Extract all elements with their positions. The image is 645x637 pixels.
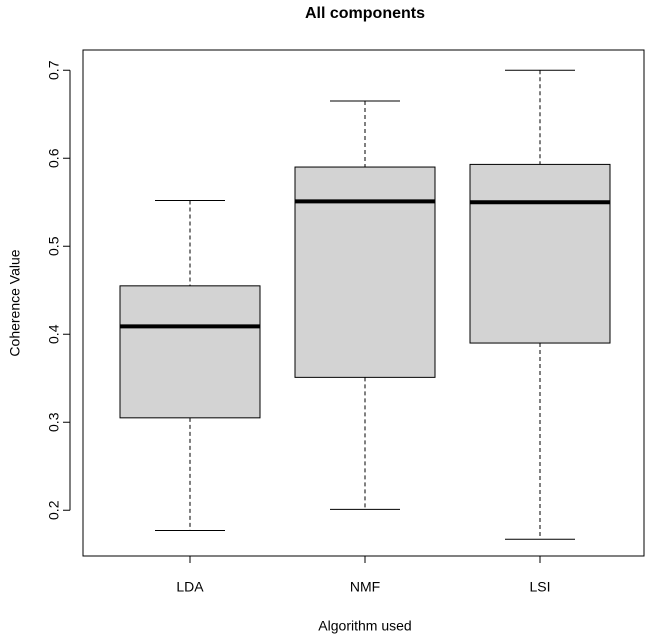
x-axis-label: Algorithm used xyxy=(318,618,411,634)
y-axis-label: Coherence Value xyxy=(7,249,23,356)
y-tick-label: 0.4 xyxy=(46,324,62,344)
chart-title: All components xyxy=(305,5,425,22)
y-tick-label: 0.3 xyxy=(46,412,62,432)
x-tick-label: LSI xyxy=(529,579,550,595)
x-tick-label: LDA xyxy=(176,579,204,595)
box xyxy=(294,166,436,378)
y-tick-label: 0.2 xyxy=(46,500,62,520)
box xyxy=(469,163,611,344)
y-tick-label: 0.6 xyxy=(46,148,62,168)
y-tick-label: 0.7 xyxy=(46,60,62,80)
x-tick-label: NMF xyxy=(350,579,380,595)
y-tick-label: 0.5 xyxy=(46,236,62,256)
box xyxy=(119,285,261,419)
